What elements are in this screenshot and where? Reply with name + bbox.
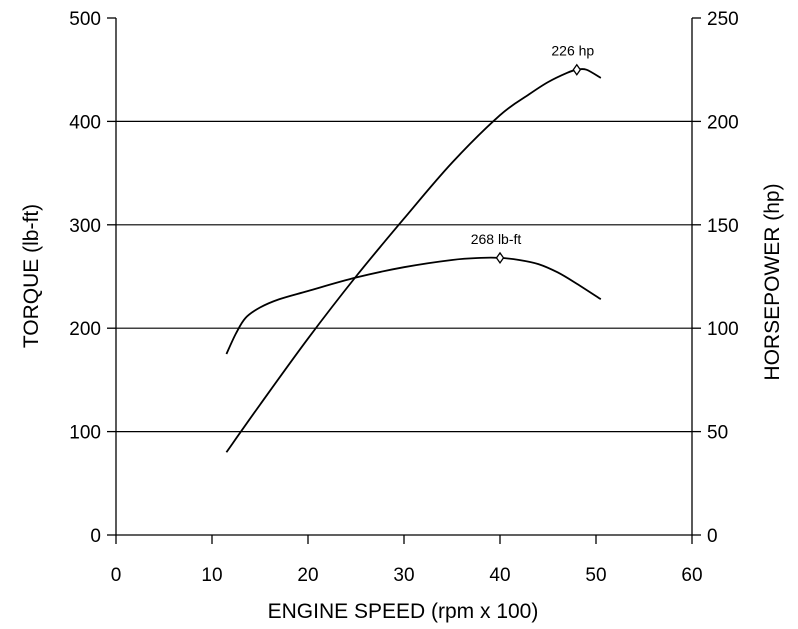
right-y-tick-label: 50 <box>707 423 728 444</box>
gridlines <box>116 120 692 433</box>
x-tick-label: 30 <box>393 565 414 586</box>
left-y-tick-label: 200 <box>69 319 101 340</box>
left-y-tick-label: 100 <box>69 423 101 444</box>
right-y-tick-label: 0 <box>707 526 718 547</box>
x-tick-label: 40 <box>489 565 510 586</box>
x-tick-label: 50 <box>585 565 606 586</box>
axis-ticks: 0 100 200 300 400 500 0 50 100 150 200 250 0 10 20 30 40… <box>69 9 738 586</box>
annotations: 268 lb-ft 226 hp <box>471 43 594 265</box>
left-y-tick-label: 400 <box>69 112 101 133</box>
horsepower-curve <box>225 68 602 453</box>
axes <box>115 18 693 536</box>
left-y-tick-label: 0 <box>90 526 101 547</box>
right-y-tick-label: 100 <box>707 319 739 340</box>
horsepower-peak-label: 226 hp <box>551 43 594 59</box>
torque-peak-marker <box>495 251 505 265</box>
x-tick-label: 10 <box>201 565 222 586</box>
left-y-tick-label: 300 <box>69 216 101 237</box>
right-y-tick-label: 250 <box>707 9 739 30</box>
x-tick-label: 20 <box>297 565 318 586</box>
right-y-axis-title: HORSEPOWER (hp) <box>761 183 784 380</box>
x-tick-label: 60 <box>681 565 702 586</box>
left-y-tick-label: 500 <box>69 9 101 30</box>
data-series <box>225 68 602 453</box>
x-tick-label: 0 <box>111 565 122 586</box>
left-y-axis-title: TORQUE (lb-ft) <box>20 204 43 348</box>
x-axis-title: ENGINE SPEED (rpm x 100) <box>268 600 539 623</box>
torque-curve <box>225 256 602 355</box>
horsepower-peak-marker <box>572 63 582 76</box>
right-y-tick-label: 200 <box>707 112 739 133</box>
right-y-tick-label: 150 <box>707 216 739 237</box>
torque-peak-label: 268 lb-ft <box>471 231 522 247</box>
